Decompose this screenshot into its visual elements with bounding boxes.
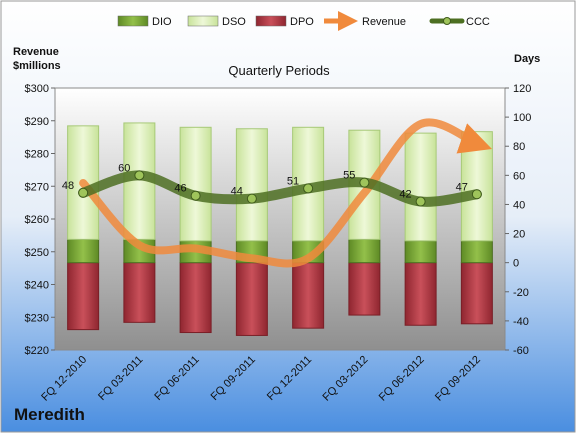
- legend-marker-ccc: [443, 17, 451, 25]
- right-tick-label: 80: [513, 141, 525, 153]
- ccc-point: [246, 193, 257, 204]
- dso-bar: [179, 126, 212, 242]
- left-tick-label: $260: [25, 214, 49, 226]
- right-tick-label: -60: [513, 345, 529, 357]
- legend-item-ccc: CCC: [429, 16, 490, 28]
- ccc-point: [471, 189, 482, 200]
- legend-swatch-dpo: [255, 15, 287, 27]
- ccc-point: [303, 183, 314, 194]
- right-tick-label: 100: [513, 112, 531, 124]
- ccc-point: [359, 177, 370, 188]
- legend-label-dso: DSO: [222, 16, 246, 28]
- dso-bar: [235, 128, 268, 242]
- left-axis-label-line1: Revenue: [13, 46, 59, 58]
- legend-label-ccc: CCC: [466, 16, 490, 28]
- ccc-point: [190, 190, 201, 201]
- legend-swatch-dso: [187, 15, 219, 27]
- ccc-data-label: 46: [174, 183, 186, 195]
- left-tick-label: $290: [25, 116, 49, 128]
- dio-bar: [404, 240, 437, 264]
- right-tick-label: 60: [513, 170, 525, 182]
- right-tick-label: 0: [513, 258, 519, 270]
- chart-title: Quarterly Periods: [228, 63, 330, 78]
- ccc-data-label: 55: [343, 170, 355, 182]
- right-tick-label: -20: [513, 287, 529, 299]
- left-tick-label: $250: [25, 247, 49, 259]
- left-tick-label: $240: [25, 280, 49, 292]
- dpo-bar: [179, 262, 212, 334]
- legend-label-dio: DIO: [152, 16, 172, 28]
- legend-label-revenue: Revenue: [362, 16, 406, 28]
- legend-swatch-dio: [117, 15, 149, 27]
- ccc-point: [78, 187, 89, 198]
- revenue-line: [79, 118, 492, 268]
- dpo-bar: [292, 262, 325, 329]
- left-axis-ticks: $220 $230 $240 $250 $260 $270 $280 $290 $300: [25, 83, 55, 357]
- dpo-bar: [348, 262, 381, 316]
- ccc-point: [415, 196, 426, 207]
- dio-bar: [460, 240, 493, 264]
- dpo-bar: [460, 262, 493, 325]
- legend-item-dso: DSO: [187, 15, 246, 28]
- right-tick-label: 40: [513, 199, 525, 211]
- left-tick-label: $230: [25, 312, 49, 324]
- ccc-data-label: 42: [399, 189, 411, 201]
- ccc-line-group: 48 60 46 44 51 55 42 47: [62, 162, 482, 207]
- dio-bar: [348, 238, 381, 264]
- ccc-point: [134, 170, 145, 181]
- left-tick-label: $220: [25, 345, 49, 357]
- legend-item-revenue: Revenue: [324, 11, 406, 31]
- ccc-data-label: 44: [231, 186, 243, 198]
- dio-bar: [67, 238, 100, 264]
- left-tick-label: $270: [25, 181, 49, 193]
- ccc-data-label: 60: [118, 162, 130, 174]
- left-axis-label-line2: $millions: [13, 60, 61, 72]
- dpo-bar: [67, 262, 100, 331]
- right-tick-label: -40: [513, 316, 529, 328]
- ccc-data-label: 47: [456, 181, 468, 193]
- left-tick-label: $280: [25, 149, 49, 161]
- right-axis-label: Days: [514, 53, 540, 65]
- legend-item-dpo: DPO: [255, 15, 314, 28]
- legend: DIO DSO DPO Revenue CCC: [117, 11, 490, 31]
- right-axis-ticks: -60 -40 -20 0 20 40 60 80 100 120: [505, 83, 531, 357]
- company-name: Meredith: [14, 405, 85, 424]
- dpo-bar: [235, 262, 268, 336]
- legend-item-dio: DIO: [117, 15, 172, 28]
- dpo-bar: [404, 262, 437, 326]
- left-tick-label: $300: [25, 83, 49, 95]
- legend-label-dpo: DPO: [290, 16, 314, 28]
- revenue-line-group: [79, 118, 492, 268]
- dso-bar: [404, 132, 437, 242]
- right-tick-label: 120: [513, 83, 531, 95]
- dpo-bar: [123, 262, 156, 323]
- ccc-data-label: 48: [62, 180, 74, 192]
- right-tick-label: 20: [513, 229, 525, 241]
- ccc-data-label: 51: [287, 175, 299, 187]
